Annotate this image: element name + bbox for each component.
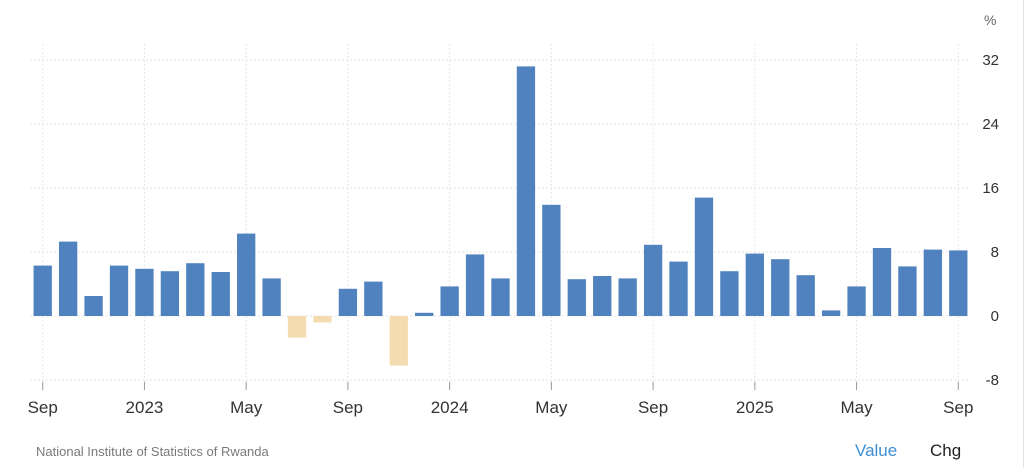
x-tick-label: Sep bbox=[28, 398, 58, 417]
bar[interactable] bbox=[593, 276, 612, 316]
bar[interactable] bbox=[796, 275, 815, 316]
bar[interactable] bbox=[516, 66, 536, 317]
x-tick-label: 2024 bbox=[431, 398, 469, 417]
x-tick-label: May bbox=[535, 398, 568, 417]
x-axis-ticks: Sep 2023 May Sep 2024 May Sep 2025 May Sep bbox=[28, 382, 973, 417]
y-axis-unit-label: % bbox=[984, 12, 997, 28]
bars bbox=[33, 66, 968, 366]
bar[interactable] bbox=[847, 286, 866, 316]
chg-toggle-button[interactable]: Chg bbox=[930, 441, 962, 460]
x-tick-label: Sep bbox=[333, 398, 363, 417]
bar[interactable] bbox=[186, 263, 205, 316]
chart-footer: National Institute of Statistics of Rwan… bbox=[0, 430, 1024, 468]
bar[interactable] bbox=[720, 271, 739, 316]
bar[interactable] bbox=[338, 288, 358, 316]
bar[interactable] bbox=[135, 268, 154, 316]
bar[interactable] bbox=[949, 250, 968, 316]
x-tick-label: May bbox=[230, 398, 263, 417]
bar[interactable] bbox=[33, 265, 52, 316]
bar[interactable] bbox=[542, 204, 561, 316]
grid-lines bbox=[30, 44, 971, 388]
bar[interactable] bbox=[643, 244, 663, 316]
x-tick-label: 2025 bbox=[736, 398, 774, 417]
x-tick-label: Sep bbox=[638, 398, 668, 417]
y-tick-label: 16 bbox=[982, 180, 999, 197]
bar[interactable] bbox=[440, 286, 459, 316]
bar[interactable] bbox=[669, 261, 688, 316]
y-axis-ticks: 32 24 16 8 0 -8 bbox=[982, 52, 999, 389]
bar[interactable] bbox=[237, 233, 256, 316]
bar[interactable] bbox=[821, 310, 841, 316]
bar-chart: 32 24 16 8 0 -8 Sep 2023 May Sep 2024 May Sep 2025 Ma… bbox=[28, 44, 999, 417]
bar[interactable] bbox=[745, 253, 764, 316]
bar[interactable] bbox=[771, 259, 790, 316]
source-text: National Institute of Statistics of Rwan… bbox=[36, 444, 269, 459]
bar[interactable] bbox=[694, 197, 714, 316]
x-tick-label: May bbox=[840, 398, 873, 417]
bar[interactable] bbox=[58, 241, 78, 316]
bar[interactable] bbox=[211, 272, 230, 316]
bar[interactable] bbox=[923, 249, 943, 316]
bar[interactable] bbox=[465, 254, 485, 316]
y-tick-label: -8 bbox=[986, 372, 999, 389]
bar[interactable] bbox=[618, 278, 637, 316]
value-toggle-button[interactable]: Value bbox=[855, 441, 898, 460]
bar[interactable] bbox=[84, 296, 103, 316]
y-tick-label: 0 bbox=[991, 308, 999, 325]
bar[interactable] bbox=[160, 271, 180, 316]
bar[interactable] bbox=[109, 265, 129, 316]
bar[interactable] bbox=[898, 266, 917, 316]
bar[interactable] bbox=[313, 316, 332, 323]
bar[interactable] bbox=[567, 279, 586, 316]
bar[interactable] bbox=[262, 278, 281, 316]
bar[interactable] bbox=[872, 248, 892, 316]
y-tick-label: 24 bbox=[982, 116, 999, 133]
x-tick-label: Sep bbox=[943, 398, 973, 417]
x-tick-label: 2023 bbox=[126, 398, 164, 417]
bar[interactable] bbox=[364, 281, 383, 316]
y-tick-label: 8 bbox=[991, 244, 999, 261]
bar[interactable] bbox=[415, 312, 434, 316]
bar[interactable] bbox=[491, 278, 510, 316]
bar[interactable] bbox=[287, 316, 307, 338]
bar[interactable] bbox=[389, 316, 408, 366]
y-tick-label: 32 bbox=[982, 52, 999, 69]
